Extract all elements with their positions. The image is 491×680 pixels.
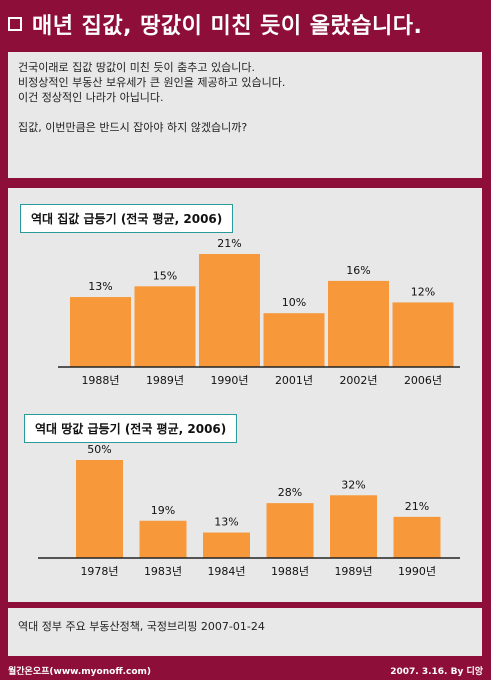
category-label-2: 1984년 <box>207 565 245 578</box>
bar-4 <box>330 495 377 558</box>
bar-1 <box>139 520 187 558</box>
category-label-1: 1989년 <box>146 374 184 387</box>
bar-1 <box>134 286 196 367</box>
checkbox-square-icon <box>8 17 22 31</box>
category-label-4: 1989년 <box>334 565 372 578</box>
bar-value-label-2: 13% <box>214 516 238 529</box>
bar-value-label-1: 15% <box>153 269 177 282</box>
bar-value-label-0: 50% <box>87 443 111 456</box>
bar-5 <box>392 302 454 367</box>
title-bar: 매년 집값, 땅값이 미친 듯이 올랐습니다. <box>0 0 491 48</box>
bar-5 <box>393 516 441 558</box>
bar-value-label-5: 21% <box>405 500 429 513</box>
bar-0 <box>70 297 131 367</box>
bar-value-label-3: 28% <box>278 486 302 499</box>
land-chart-title: 역대 땅값 급등기 (전국 평균, 2006) <box>24 414 238 443</box>
bar-value-label-4: 16% <box>346 264 370 277</box>
source-text: 역대 정부 주요 부동산정책, 국정브리핑 2007-01-24 <box>18 620 265 633</box>
bar-value-label-0: 13% <box>88 280 112 293</box>
category-label-5: 2006년 <box>404 374 442 387</box>
footer-site: 월간온오프(www.myonoff.com) <box>8 667 152 677</box>
source-panel: 역대 정부 주요 부동산정책, 국정브리핑 2007-01-24 <box>8 608 482 656</box>
category-label-5: 1990년 <box>398 565 436 578</box>
category-label-0: 1988년 <box>81 374 119 387</box>
intro-line-2: 비정상적인 부동산 보유세가 큰 원인을 제공하고 있습니다. <box>18 76 286 89</box>
intro-line-4: 집값, 이번만큼은 반드시 잡아야 하지 않겠습니까? <box>18 121 248 134</box>
bar-3 <box>266 503 314 558</box>
house-price-chart: 13% 1988년 15% 1989년 21% 1990년 10% 2001년 16% 2002년… <box>58 237 460 387</box>
bar-value-label-2: 21% <box>217 237 241 250</box>
footer-date: 2007. 3.16. By 디앙 <box>390 667 483 677</box>
bar-value-label-3: 10% <box>282 296 306 309</box>
house-chart-title: 역대 집값 급등기 (전국 평균, 2006) <box>20 204 234 233</box>
category-label-3: 2001년 <box>275 374 313 387</box>
charts-panel: 역대 집값 급등기 (전국 평균, 2006) 13% 1988년 15% 1989년… <box>8 188 482 602</box>
bar-3 <box>263 313 325 367</box>
bar-2 <box>203 532 250 558</box>
bar-value-label-1: 19% <box>151 504 175 517</box>
bar-value-label-5: 12% <box>411 285 435 298</box>
bar-0 <box>76 460 123 558</box>
land-price-chart: 50% 1978년 19% 1983년 13% 1984년 28% 1988년 32% 1989년… <box>38 443 460 578</box>
category-label-0: 1978년 <box>80 565 118 578</box>
footer: 월간온오프(www.myonoff.com) 2007. 3.16. By 디앙 <box>0 660 491 680</box>
category-label-1: 1983년 <box>144 565 182 578</box>
bar-4 <box>328 280 389 367</box>
intro-line-3: 이건 정상적인 나라가 아닙니다. <box>18 91 164 104</box>
intro-panel: 건국이래로 집값 땅값이 미친 듯이 춤추고 있습니다. 비정상적인 부동산 보… <box>8 52 482 178</box>
bar-2 <box>199 254 260 367</box>
category-label-4: 2002년 <box>339 374 377 387</box>
category-label-2: 1990년 <box>210 374 248 387</box>
bar-value-label-4: 32% <box>341 478 365 491</box>
page-title: 매년 집값, 땅값이 미친 듯이 올랐습니다. <box>32 14 423 39</box>
intro-line-1: 건국이래로 집값 땅값이 미친 듯이 춤추고 있습니다. <box>18 61 255 74</box>
category-label-3: 1988년 <box>271 565 309 578</box>
